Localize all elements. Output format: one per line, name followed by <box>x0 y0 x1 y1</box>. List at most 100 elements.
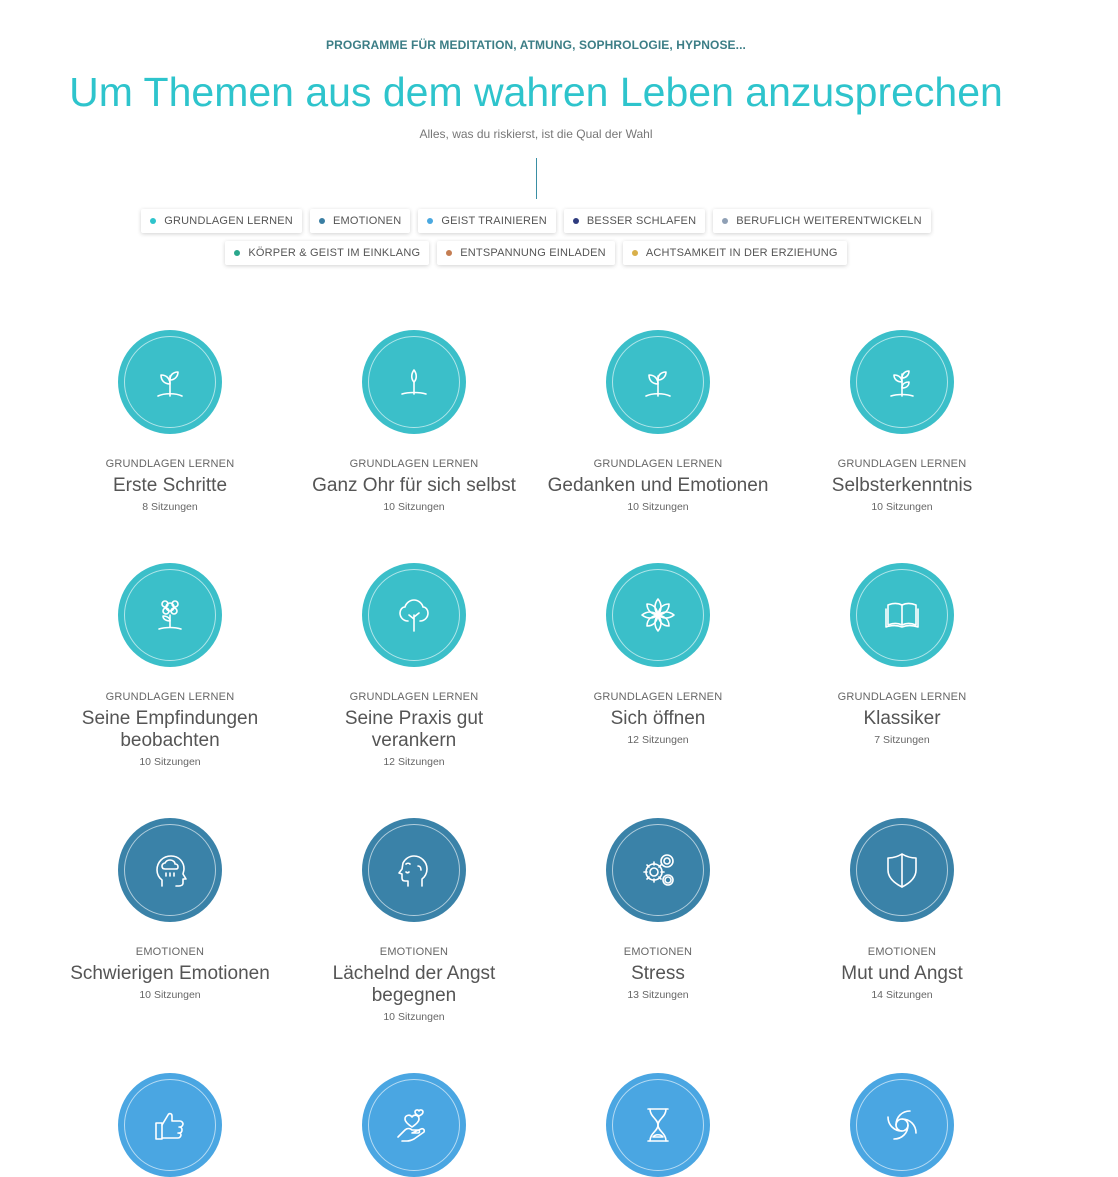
filter-chip[interactable]: EMOTIONEN <box>309 209 411 233</box>
program-badge[interactable] <box>606 330 710 434</box>
filter-chip[interactable]: GEIST TRAINIEREN <box>418 209 556 233</box>
eyebrow-label: PROGRAMME FÜR MEDITATION, ATMUNG, SOPHRO… <box>326 38 746 52</box>
program-title[interactable]: Ganz Ohr für sich selbst <box>312 475 516 496</box>
program-card[interactable]: GRUNDLAGEN LERNEN Gedanken und Emotionen 1… <box>536 330 780 513</box>
session-count: 10 Sitzungen <box>383 501 445 513</box>
filter-chip-label: ENTSPANNUNG EINLADEN <box>460 247 606 259</box>
program-category: EMOTIONEN <box>379 946 449 958</box>
program-title[interactable]: Stress <box>631 963 685 984</box>
program-badge[interactable] <box>118 330 222 434</box>
category-dot-icon <box>318 218 325 224</box>
session-count: 8 Sitzungen <box>142 501 198 513</box>
program-category: GRUNDLAGEN LERNEN <box>105 458 235 470</box>
program-badge[interactable] <box>362 563 466 667</box>
program-category: GRUNDLAGEN LERNEN <box>593 691 723 703</box>
program-badge[interactable] <box>362 330 466 434</box>
filter-chip-label: BESSER SCHLAFEN <box>586 215 697 227</box>
sprout-icon <box>148 360 192 404</box>
program-card[interactable]: GRUNDLAGEN LERNEN Sich öffnen 12 Sitzungen <box>536 563 780 746</box>
session-count: 12 Sitzungen <box>627 734 689 746</box>
program-category: GRUNDLAGEN LERNEN <box>349 691 479 703</box>
program-badge[interactable] <box>850 563 954 667</box>
session-count: 7 Sitzungen <box>874 734 930 746</box>
program-badge[interactable] <box>118 563 222 667</box>
program-badge[interactable] <box>850 818 954 922</box>
program-card[interactable]: EMOTIONEN Stress 13 Sitzungen <box>536 818 780 1001</box>
filter-chip-label: GRUNDLAGEN LERNEN <box>164 215 293 227</box>
session-count: 10 Sitzungen <box>139 756 201 768</box>
program-badge[interactable] <box>606 563 710 667</box>
session-count: 14 Sitzungen <box>871 989 933 1001</box>
program-badge[interactable] <box>118 1073 222 1177</box>
sprout-icon <box>636 360 680 404</box>
filter-chip[interactable]: KÖRPER & GEIST IM EINKLANG <box>225 241 430 265</box>
session-count: 13 Sitzungen <box>627 989 689 1001</box>
program-badge[interactable] <box>362 818 466 922</box>
program-title[interactable]: Lächelnd der Angst begegnen <box>332 963 496 1006</box>
program-title[interactable]: Klassiker <box>863 708 941 729</box>
filter-chip-label: EMOTIONEN <box>332 215 402 227</box>
program-title[interactable]: Seine Empfindungen beobachten <box>81 708 259 751</box>
program-card[interactable] <box>292 1073 536 1177</box>
program-title[interactable]: Seine Praxis gut verankern <box>344 708 484 751</box>
program-card[interactable] <box>48 1073 292 1177</box>
filter-chip[interactable]: ACHTSAMKEIT IN DER ERZIEHUNG <box>622 241 847 265</box>
program-title[interactable]: Erste Schritte <box>112 475 228 496</box>
filter-chip[interactable]: ENTSPANNUNG EINLADEN <box>437 241 615 265</box>
program-category: GRUNDLAGEN LERNEN <box>105 691 235 703</box>
program-title[interactable]: Mut und Angst <box>841 963 963 984</box>
hourglass-icon <box>636 1103 680 1147</box>
program-category: EMOTIONEN <box>135 946 205 958</box>
program-card[interactable]: EMOTIONEN Mut und Angst 14 Sitzungen <box>780 818 1024 1001</box>
filter-chip[interactable]: BERUFLICH WEITERENTWICKELN <box>713 209 931 233</box>
program-badge[interactable] <box>362 1073 466 1177</box>
program-category: GRUNDLAGEN LERNEN <box>837 691 967 703</box>
hand-hearts-icon <box>392 1103 436 1147</box>
program-card[interactable]: EMOTIONEN Lächelnd der Angst begegnen 10 S… <box>292 818 536 1023</box>
program-category: GRUNDLAGEN LERNEN <box>593 458 723 470</box>
category-dot-icon <box>722 218 729 224</box>
flower-icon <box>148 593 192 637</box>
category-dot-icon <box>631 250 638 256</box>
seedling-icon <box>392 360 436 404</box>
page-subtitle: Alles, was du riskierst, ist die Qual de… <box>419 127 653 141</box>
program-card[interactable]: GRUNDLAGEN LERNEN Seine Praxis gut verank… <box>292 563 536 768</box>
program-card[interactable]: GRUNDLAGEN LERNEN Seine Empfindungen beob… <box>48 563 292 768</box>
session-count: 10 Sitzungen <box>383 1011 445 1023</box>
program-badge[interactable] <box>606 818 710 922</box>
program-card[interactable]: GRUNDLAGEN LERNEN Ganz Ohr für sich selbs… <box>292 330 536 513</box>
program-title[interactable]: Sich öffnen <box>610 708 706 729</box>
category-dot-icon <box>234 250 241 256</box>
program-badge[interactable] <box>118 818 222 922</box>
program-badge[interactable] <box>606 1073 710 1177</box>
program-title[interactable]: Gedanken und Emotionen <box>547 475 769 496</box>
category-filter-bar: GRUNDLAGEN LERNEN EMOTIONEN GEIST TRAINIER… <box>50 209 1022 265</box>
shield-icon <box>880 848 924 892</box>
category-dot-icon <box>427 218 434 224</box>
program-card[interactable] <box>780 1073 1024 1177</box>
divider-line <box>536 158 537 199</box>
tree-icon <box>392 593 436 637</box>
program-card[interactable]: GRUNDLAGEN LERNEN Selbsterkenntnis 10 Sitz… <box>780 330 1024 513</box>
filter-chip-label: BERUFLICH WEITERENTWICKELN <box>736 215 922 227</box>
category-dot-icon <box>572 218 579 224</box>
session-count: 12 Sitzungen <box>383 756 445 768</box>
program-title[interactable]: Schwierigen Emotionen <box>70 963 270 984</box>
filter-chip[interactable]: BESSER SCHLAFEN <box>563 209 706 233</box>
thumbs-up-icon <box>148 1103 192 1147</box>
program-card[interactable]: EMOTIONEN Schwierigen Emotionen 10 Sitzung… <box>48 818 292 1001</box>
head-cloud-icon <box>148 848 192 892</box>
program-badge[interactable] <box>850 330 954 434</box>
gears-icon <box>636 848 680 892</box>
filter-chip-label: KÖRPER & GEIST IM EINKLANG <box>248 247 421 259</box>
program-category: GRUNDLAGEN LERNEN <box>349 458 479 470</box>
filter-chip-label: ACHTSAMKEIT IN DER ERZIEHUNG <box>645 247 838 259</box>
program-title[interactable]: Selbsterkenntnis <box>831 475 973 496</box>
program-card[interactable]: GRUNDLAGEN LERNEN Klassiker 7 Sitzungen <box>780 563 1024 746</box>
filter-chip-label: GEIST TRAINIEREN <box>441 215 547 227</box>
filter-chip[interactable]: GRUNDLAGEN LERNEN <box>141 209 302 233</box>
program-badge[interactable] <box>850 1073 954 1177</box>
program-card[interactable]: GRUNDLAGEN LERNEN Erste Schritte 8 Sitzung… <box>48 330 292 513</box>
program-card[interactable] <box>536 1073 780 1177</box>
lotus-icon <box>636 593 680 637</box>
